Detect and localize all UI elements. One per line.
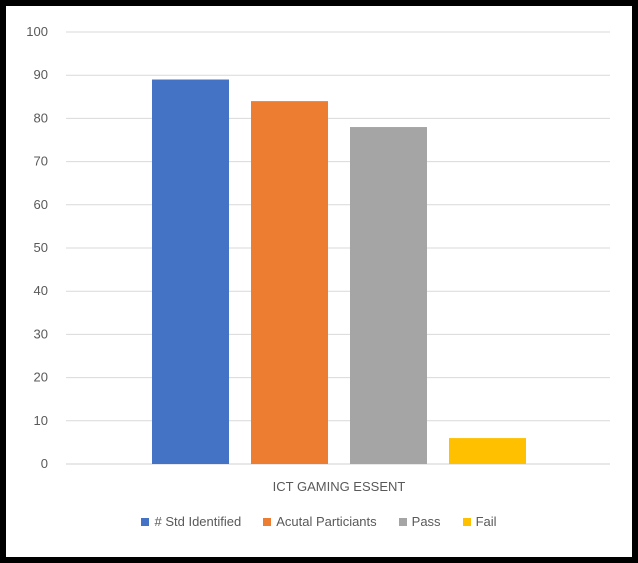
legend-swatch	[141, 517, 150, 526]
legend-swatch	[462, 517, 471, 526]
y-tick-label: 30	[34, 326, 48, 341]
bar-std-identified	[152, 79, 229, 465]
legend-item: # Std Identified	[141, 514, 241, 529]
legend-item: Fail	[462, 514, 497, 529]
category-label: ICT GAMING ESSENT	[273, 479, 406, 494]
legend-label: Pass	[411, 514, 441, 529]
bar-pass	[350, 127, 427, 464]
bar-fail	[449, 438, 526, 464]
legend-label: Acutal Particiants	[276, 514, 377, 529]
legend: # Std Identified Acutal Particiants Pass Fa…	[0, 514, 638, 529]
legend-swatch	[398, 517, 407, 526]
y-axis-ticks: 0 10 20 30 40 50 60 70 80 90 100	[26, 24, 48, 471]
legend-label: # Std Identified	[154, 514, 242, 529]
y-tick-label: 100	[26, 24, 48, 39]
bars	[152, 79, 526, 465]
legend-item: Acutal Particiants	[263, 514, 377, 529]
y-tick-label: 0	[41, 456, 48, 471]
legend-swatch	[263, 517, 272, 526]
y-tick-label: 60	[34, 197, 48, 212]
y-tick-label: 90	[34, 67, 48, 82]
y-tick-label: 50	[34, 240, 48, 255]
gridlines	[66, 31, 610, 465]
bar-acutal-particiants	[251, 101, 328, 465]
y-tick-label: 10	[34, 413, 48, 428]
y-tick-label: 70	[34, 154, 48, 169]
y-tick-label: 40	[34, 283, 48, 298]
y-tick-label: 20	[34, 370, 48, 385]
legend-item: Pass	[398, 514, 441, 529]
y-tick-label: 80	[34, 110, 48, 125]
legend-label: Fail	[475, 514, 497, 529]
